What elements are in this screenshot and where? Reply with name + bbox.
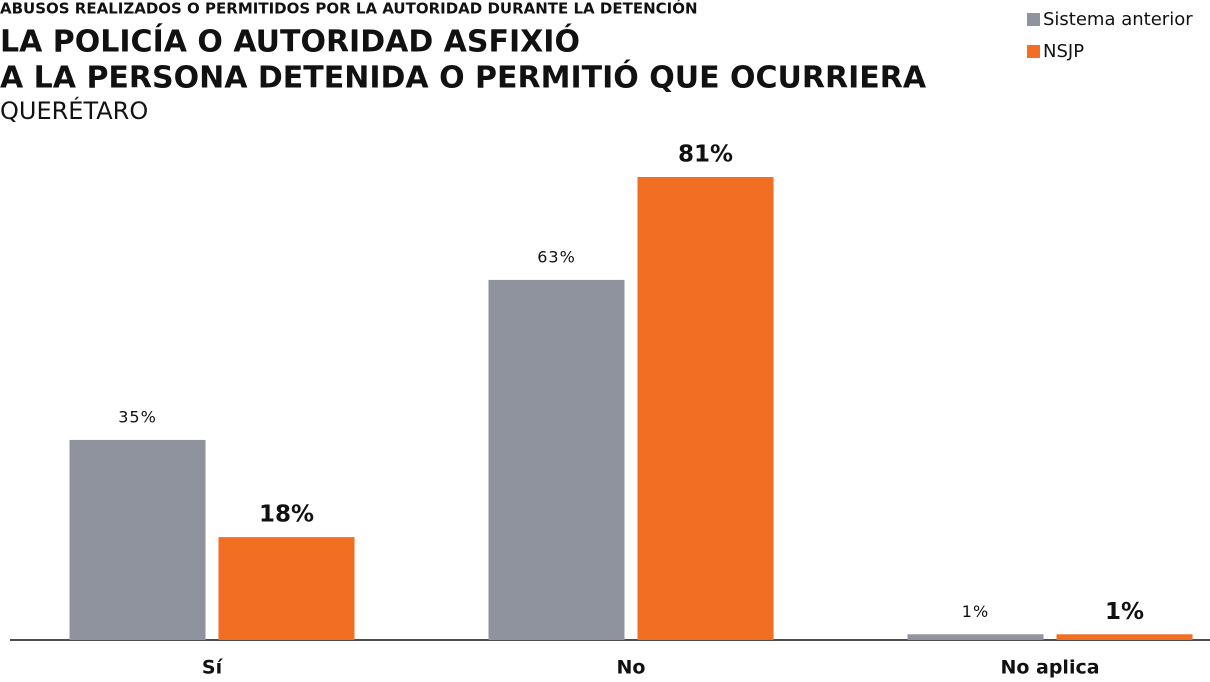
bar [907, 634, 1044, 640]
subtitle: QUERÉTARO [0, 96, 148, 125]
legend-swatch [1027, 45, 1040, 58]
bar [488, 279, 625, 640]
legend-label: Sistema anterior [1043, 9, 1193, 30]
x-tick-label: Sí [202, 657, 224, 679]
value-label: 35% [118, 407, 157, 426]
value-label: 1% [962, 602, 989, 621]
x-tick-label: No [617, 657, 646, 679]
legend-label: NSJP [1043, 41, 1084, 62]
x-tick-label: No aplica [1000, 657, 1099, 679]
legend-swatch [1027, 13, 1040, 26]
value-label: 81% [678, 142, 733, 168]
value-label: 63% [537, 247, 576, 266]
bar [1056, 634, 1193, 640]
supertitle: ABUSOS REALIZADOS O PERMITIDOS POR LA AU… [0, 0, 698, 18]
value-label: 1% [1105, 599, 1144, 625]
value-label: 18% [259, 502, 314, 528]
bar [69, 439, 206, 640]
bar [637, 177, 774, 640]
bar [218, 537, 355, 640]
chart-title: LA POLICÍA O AUTORIDAD ASFIXIÓ [0, 23, 580, 60]
chart-title: A LA PERSONA DETENIDA O PERMITIÓ QUE OCU… [0, 59, 927, 96]
